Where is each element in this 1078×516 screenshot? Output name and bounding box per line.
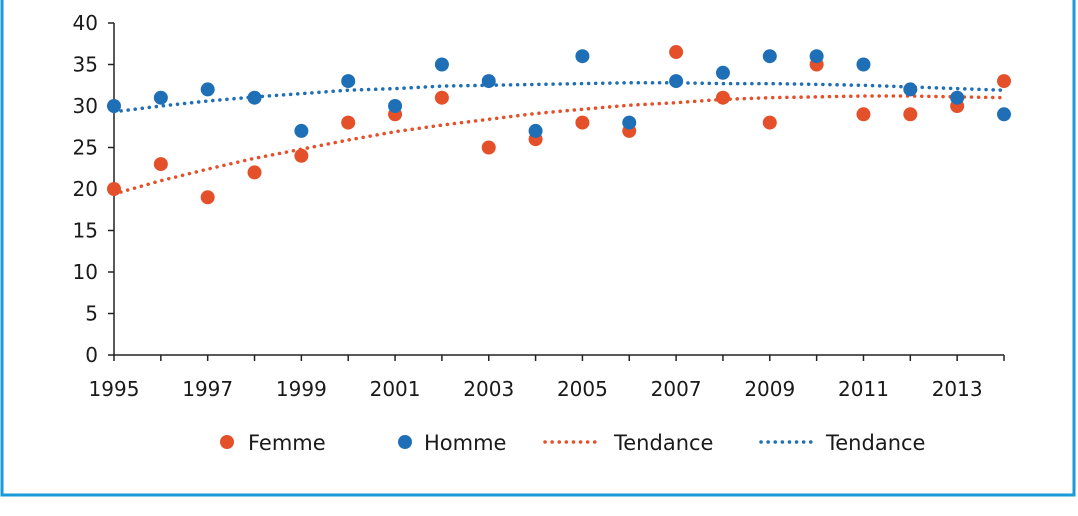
point-femme-2003 <box>481 140 496 155</box>
point-homme-2008 <box>715 65 730 80</box>
x-tick-label: 2013 <box>932 377 983 401</box>
legend-label-2: Tendance <box>613 431 713 455</box>
legend-label-1: Homme <box>424 431 506 455</box>
legend-item-3: Tendance <box>759 431 925 455</box>
legend-item-0: Femme <box>220 431 326 455</box>
point-homme-2007 <box>669 74 684 89</box>
x-tick-label: 1997 <box>182 377 233 401</box>
legend-item-1: Homme <box>398 431 506 455</box>
point-femme-2011 <box>856 107 871 122</box>
x-tick-label: 1999 <box>276 377 327 401</box>
point-homme-2012 <box>903 82 918 97</box>
legend-label-3: Tendance <box>825 431 925 455</box>
point-homme-2001 <box>388 99 403 113</box>
trend-lines <box>112 81 1006 196</box>
point-homme-1998 <box>247 90 262 105</box>
x-tick-label: 2011 <box>838 377 889 401</box>
point-homme-2004 <box>528 123 543 138</box>
x-tick-label: 2009 <box>744 377 795 401</box>
legend-marker-0 <box>220 435 234 449</box>
point-femme-2002 <box>434 90 449 105</box>
point-homme-1997 <box>200 82 215 97</box>
x-tick-label: 2001 <box>370 377 421 401</box>
y-tick-label: 5 <box>85 302 98 326</box>
point-homme-1995 <box>107 99 121 113</box>
trend-line-2 <box>112 94 1006 196</box>
point-homme-2002 <box>434 57 449 72</box>
y-tick-label: 25 <box>73 136 98 160</box>
point-femme-2000 <box>341 115 356 130</box>
frame-border <box>0 0 1076 497</box>
point-femme-2008 <box>715 90 730 105</box>
point-femme-1996 <box>153 157 168 172</box>
point-homme-2009 <box>762 49 777 64</box>
y-tick-label: 30 <box>73 94 98 118</box>
trend-line-3 <box>112 81 1006 114</box>
axes: 0 5 10 15 20 25 30 35 40 1995 1997 1999 2001 2003 2005… <box>73 11 1005 401</box>
legend: Femme Homme Tendance Tendance <box>220 431 925 455</box>
y-tick-label: 35 <box>73 53 98 77</box>
point-homme-2006 <box>622 115 637 130</box>
point-femme-1995 <box>107 182 121 196</box>
x-tick-label: 2005 <box>557 377 608 401</box>
y-tick-label: 0 <box>85 343 98 367</box>
y-tick-label: 40 <box>73 11 98 35</box>
legend-item-2: Tendance <box>543 431 713 455</box>
point-femme-2009 <box>762 115 777 130</box>
point-femme-1998 <box>247 165 262 180</box>
point-homme-2010 <box>809 49 824 64</box>
point-homme-2000 <box>341 74 356 89</box>
point-femme-1999 <box>294 148 309 163</box>
point-homme-1996 <box>153 90 168 105</box>
point-femme-2012 <box>903 107 918 122</box>
point-femme-2005 <box>575 115 590 130</box>
point-homme-2011 <box>856 57 871 72</box>
x-tick-label: 2003 <box>463 377 514 401</box>
point-homme-2013 <box>950 90 965 105</box>
x-tick-label: 2007 <box>651 377 702 401</box>
point-femme-2007 <box>669 45 684 60</box>
y-tick-label: 20 <box>73 177 98 201</box>
legend-marker-1 <box>398 435 412 449</box>
point-homme-2005 <box>575 49 590 64</box>
y-tick-label: 10 <box>73 260 98 284</box>
point-homme-2003 <box>481 74 496 89</box>
point-homme-1999 <box>294 123 309 138</box>
y-tick-label: 15 <box>73 219 98 243</box>
data-points <box>107 45 1011 205</box>
legend-label-0: Femme <box>248 431 326 455</box>
point-femme-1997 <box>200 190 215 205</box>
point-femme-2014 <box>997 74 1011 89</box>
point-homme-2014 <box>997 107 1011 122</box>
x-tick-label: 1995 <box>89 377 140 401</box>
